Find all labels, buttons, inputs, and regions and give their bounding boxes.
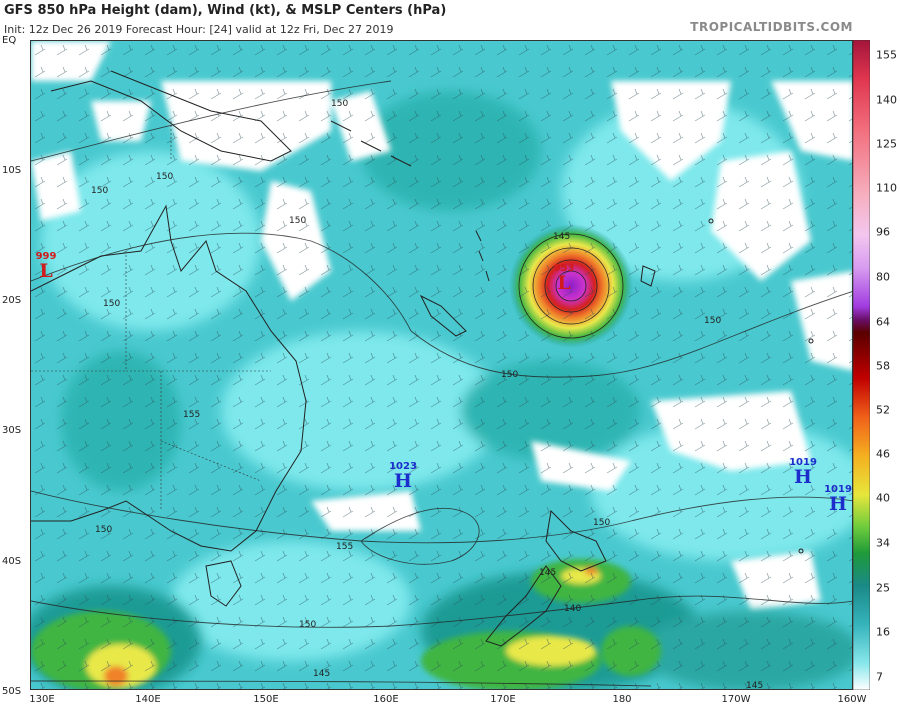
colorbar-label: 125 [876,137,897,151]
colorbar-label: 96 [876,225,890,239]
contour-label: 140 [564,604,581,614]
contour-label: 150 [289,216,306,226]
lat-label-20s: 20S [2,295,22,306]
contour-label: 150 [299,620,316,630]
colorbar-label: 46 [876,447,890,461]
lon-label-170w: 170W [721,694,751,705]
contour-label: 150 [501,370,518,380]
lat-label-eq: EQ [2,35,17,46]
contour-label: 145 [746,681,763,690]
weather-map-canvas: 150 150 150 150 150 145 150 150 155 150 … [31,41,852,690]
colorbar-label: 80 [876,270,890,284]
colorbar-label: 25 [876,581,890,595]
contour-label: 145 [553,232,570,242]
colorbar-label: 40 [876,491,890,505]
contour-label: 150 [331,99,348,109]
high-pressure-center: 1019 H [789,457,817,488]
high-pressure-center: 1023 H [389,461,417,492]
colorbar [853,40,870,690]
colorbar-label: 7 [876,670,883,684]
lon-label-150e: 150E [253,694,279,705]
brand-watermark: TROPICALTIDBITS.COM [690,20,853,34]
lon-label-160e: 160E [373,694,399,705]
colorbar-label: 34 [876,536,890,550]
header-subtitle: Init: 12z Dec 26 2019 Forecast Hour: [24… [4,23,394,36]
contour-label: 155 [183,410,200,420]
colorbar-label: 140 [876,93,897,107]
lon-label-130e: 130E [29,694,55,705]
lat-label-30s: 30S [2,425,22,436]
lon-label-170e: 170E [490,694,516,705]
lat-label-50s: 50S [2,686,22,697]
lon-label-160w: 160W [837,694,867,705]
colorbar-label: 52 [876,403,890,417]
low-pressure-center: 999 L [35,251,57,282]
lat-label-10s: 10S [2,165,22,176]
high-pressure-center: 1019 H [824,484,852,515]
contour-label: 150 [704,316,721,326]
contour-label: 155 [336,542,353,552]
contour-label: 150 [91,186,108,196]
weather-map[interactable]: 150 150 150 150 150 145 150 150 155 150 … [30,40,853,690]
contour-label: 145 [313,669,330,679]
contour-label: 145 [539,568,556,578]
lon-label-180: 180 [612,694,632,705]
contour-label: 150 [156,172,173,182]
colorbar-label: 58 [876,359,890,373]
lat-label-40s: 40S [2,556,22,567]
colorbar-label: 16 [876,625,890,639]
low-pressure-center: 953 L [553,263,575,294]
contour-label: 150 [103,299,120,309]
colorbar-label: 155 [876,48,897,62]
colorbar-label: 110 [876,181,897,195]
lon-label-140e: 140E [135,694,161,705]
header-title: GFS 850 hPa Height (dam), Wind (kt), & M… [4,3,447,18]
colorbar-label: 64 [876,315,890,329]
contour-label: 150 [95,525,112,535]
contour-label: 150 [593,518,610,528]
